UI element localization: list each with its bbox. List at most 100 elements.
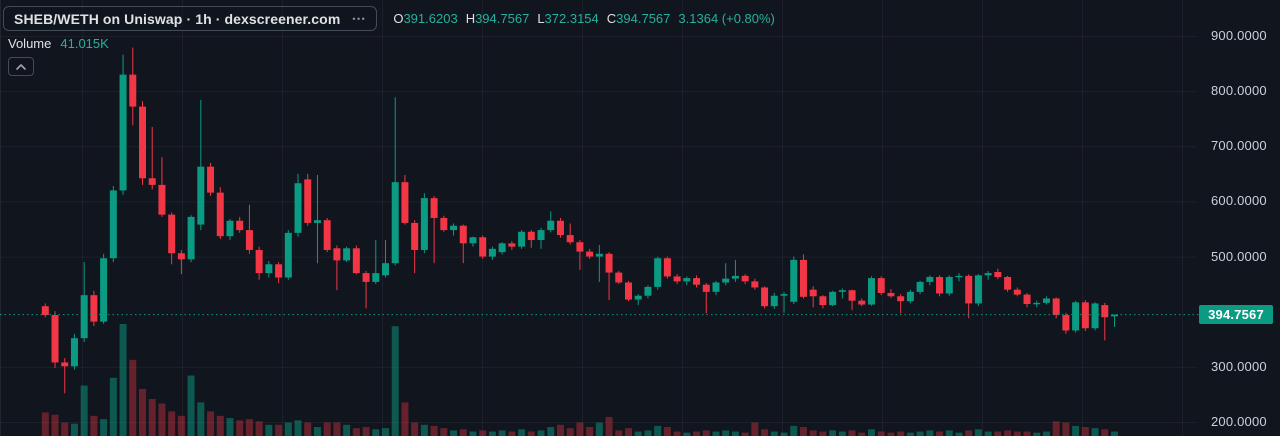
candle-body bbox=[790, 259, 798, 302]
candle-body bbox=[41, 306, 49, 316]
volume-bar bbox=[1111, 431, 1118, 436]
candle-body bbox=[109, 190, 117, 259]
candle-body bbox=[673, 276, 681, 282]
volume-bar bbox=[518, 429, 526, 436]
candle-body bbox=[722, 278, 730, 283]
volume-bar bbox=[1091, 428, 1099, 436]
price-axis[interactable]: 394.7567 900.0000 800.0000 700.0000 600.000… bbox=[1197, 0, 1280, 436]
volume-bar bbox=[1101, 429, 1109, 436]
volume-bar bbox=[566, 428, 574, 436]
volume-bar bbox=[284, 422, 292, 436]
ohlc-readout: O 391.6203 H 394.7567 L 372.3154 C 394.7567 … bbox=[393, 11, 775, 26]
volume-bar bbox=[790, 425, 798, 436]
candle-body bbox=[751, 281, 759, 288]
candle-body bbox=[887, 292, 895, 297]
chart-legend-bar: SHEB/WETH on Uniswap · 1h · dexscreener.… bbox=[3, 6, 775, 31]
candle-body bbox=[761, 287, 769, 307]
candle-body bbox=[119, 74, 127, 191]
candle-body bbox=[615, 272, 623, 283]
volume-bar bbox=[955, 432, 963, 436]
volume-bar bbox=[352, 428, 360, 436]
last-price-badge: 394.7567 bbox=[1199, 305, 1273, 325]
volume-bar bbox=[323, 422, 331, 436]
volume-bar bbox=[586, 427, 594, 436]
candle-body bbox=[848, 290, 856, 301]
candle-body bbox=[304, 179, 312, 223]
volume-bar bbox=[722, 430, 730, 436]
volume-bar bbox=[119, 324, 127, 436]
candle-body bbox=[518, 231, 526, 247]
ohlc-open: O 391.6203 bbox=[393, 11, 458, 26]
volume-bar bbox=[333, 422, 341, 436]
volume-bar bbox=[819, 431, 827, 436]
candle-body bbox=[168, 214, 176, 254]
candle-body bbox=[955, 275, 963, 278]
volume-bar bbox=[731, 431, 739, 436]
candle-body bbox=[644, 286, 652, 296]
price-tick-label: 800.0000 bbox=[1211, 83, 1267, 99]
candle-body bbox=[440, 217, 448, 231]
volume-bar bbox=[245, 419, 253, 436]
candle-body bbox=[945, 276, 953, 294]
volume-bar bbox=[508, 431, 516, 436]
volume-label: Volume bbox=[8, 36, 52, 51]
volume-bar bbox=[683, 432, 691, 436]
volume-bar bbox=[469, 431, 477, 436]
volume-bar bbox=[926, 430, 934, 436]
volume-bar bbox=[751, 422, 759, 436]
candle-body bbox=[265, 264, 273, 274]
candle-body bbox=[70, 338, 78, 367]
candle-body bbox=[838, 290, 846, 292]
volume-bar bbox=[537, 430, 545, 436]
candle-body bbox=[1091, 303, 1099, 329]
candle-body bbox=[770, 295, 778, 307]
candle-body bbox=[595, 253, 603, 257]
volume-bar bbox=[693, 431, 701, 436]
volume-bar bbox=[945, 430, 953, 436]
volume-bar bbox=[488, 431, 496, 436]
candle-body bbox=[333, 248, 341, 261]
volume-bar bbox=[770, 431, 778, 436]
collapse-pane-button[interactable] bbox=[8, 57, 34, 76]
volume-bar bbox=[556, 424, 564, 436]
volume-bar bbox=[479, 430, 487, 436]
candle-body bbox=[1101, 305, 1109, 318]
candle-body bbox=[663, 258, 671, 277]
volume-bar bbox=[304, 422, 312, 436]
candle-body bbox=[799, 259, 807, 297]
candle-body bbox=[275, 264, 283, 278]
candle-body bbox=[343, 248, 351, 261]
volume-value: 41.015K bbox=[60, 36, 109, 51]
candle-body bbox=[916, 281, 924, 292]
volume-bar bbox=[1062, 422, 1070, 436]
volume-bar bbox=[391, 326, 399, 436]
candle-body bbox=[187, 216, 195, 260]
volume-bar bbox=[906, 432, 914, 436]
volume-bar bbox=[974, 429, 982, 436]
symbol-title: SHEB/WETH on Uniswap · 1h · dexscreener.… bbox=[14, 10, 341, 27]
volume-bar bbox=[411, 422, 419, 436]
candle-body bbox=[197, 166, 205, 225]
volume-bar bbox=[498, 430, 506, 436]
volume-bar bbox=[313, 427, 321, 436]
volume-bar bbox=[216, 415, 224, 436]
volume-bar bbox=[372, 429, 380, 436]
volume-bar bbox=[41, 412, 49, 436]
pane-left-border bbox=[0, 0, 1, 436]
volume-bar bbox=[916, 431, 924, 436]
volume-bar bbox=[1013, 431, 1021, 436]
candle-body bbox=[488, 248, 496, 257]
ohlc-change: 3.1364 (+0.80%) bbox=[678, 11, 775, 26]
candle-body bbox=[809, 289, 817, 297]
price-tick-label: 300.0000 bbox=[1211, 358, 1267, 374]
symbol-button[interactable]: SHEB/WETH on Uniswap · 1h · dexscreener.… bbox=[3, 6, 378, 31]
more-menu-icon[interactable]: ••• bbox=[352, 14, 367, 24]
volume-bar bbox=[420, 424, 428, 436]
candle-body bbox=[906, 291, 914, 302]
candle-body bbox=[741, 275, 749, 282]
volume-bar bbox=[1072, 425, 1080, 436]
volume-bar bbox=[168, 411, 176, 436]
volume-bar bbox=[1004, 430, 1012, 436]
volume-bar bbox=[275, 424, 283, 436]
